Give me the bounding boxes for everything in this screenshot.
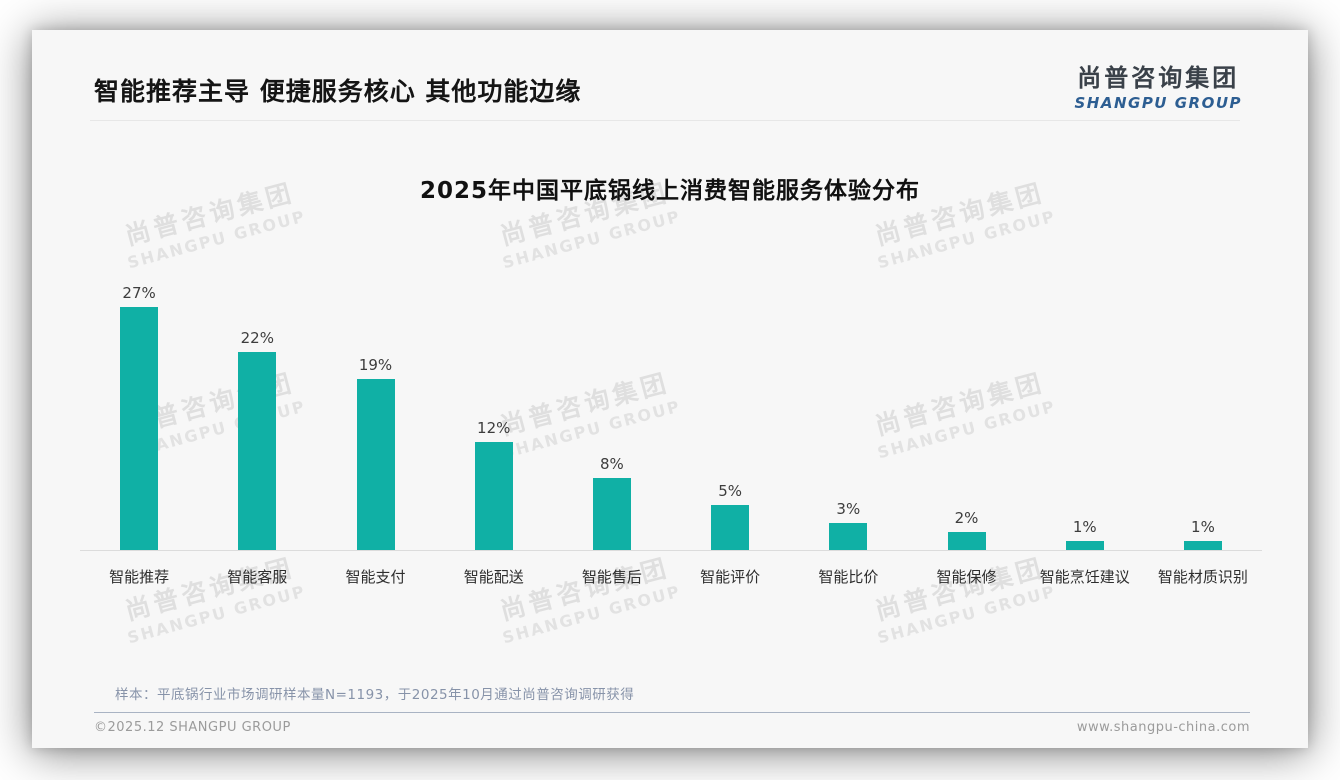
category-label: 智能比价 [818,568,879,586]
slide-card: 尚普咨询集团 SHANGPU GROUP 尚普咨询集团 SHANGPU GROUP 尚普… [32,30,1308,748]
logo-english-text: SHANGPU GROUP [1074,94,1242,112]
bar-column: 12% [435,30,553,550]
bars-row: 27% 22% 19% 12% 8% 5% 3% 2% 1% 1% [80,30,1262,550]
bar-column: 22% [198,30,316,550]
header-divider [90,120,1240,121]
bar [592,478,631,550]
company-logo: 尚普咨询集团 SHANGPU GROUP [1074,58,1242,112]
bar-value-label: 27% [122,284,156,302]
category-label: 智能客服 [227,568,288,586]
copyright-text: ©2025.12 SHANGPU GROUP [94,720,291,735]
bar-chart: 27% 22% 19% 12% 8% 5% 3% 2% 1% 1% 智能推荐 智能客服 智能支付 智能配… [80,30,1262,630]
category-label: 智能配送 [463,568,524,586]
bar-column: 27% [80,30,198,550]
bar [1183,541,1222,550]
bar-column: 3% [789,30,907,550]
bar [711,505,750,550]
bar-value-label: 19% [358,356,393,374]
bar [120,307,159,550]
x-axis-line [80,550,1262,551]
bar-column: 19% [316,30,434,550]
bar [474,442,513,550]
category-label: 智能烹饪建议 [1039,568,1130,586]
bar-value-label: 12% [477,419,511,437]
category-label: 智能支付 [345,568,406,586]
logo-chinese-text: 尚普咨询集团 [1077,64,1240,92]
chart-title: 2025年中国平底锅线上消费智能服务体验分布 [419,178,920,204]
bar [238,352,277,550]
bar-column: 5% [671,30,789,550]
bar-value-label: 22% [240,329,274,347]
category-label: 智能材质识别 [1157,568,1248,586]
category-label: 智能保修 [936,568,997,586]
bar-value-label: 8% [600,455,624,473]
bar [947,532,986,550]
bar-value-label: 5% [718,482,743,500]
bar-value-label: 2% [954,509,979,527]
footer-bar: ©2025.12 SHANGPU GROUP www.shangpu-china… [94,720,1250,735]
bar-value-label: 1% [1072,518,1097,536]
category-label: 智能推荐 [109,568,170,586]
category-label: 智能评价 [700,568,761,586]
bar-value-label: 3% [836,500,861,518]
bar-column: 1% [1026,30,1144,550]
bar-column: 8% [553,30,671,550]
bar-column: 2% [907,30,1025,550]
bar [1065,541,1104,550]
website-link[interactable]: www.shangpu-china.com [1076,720,1250,735]
page-title: 智能推荐主导 便捷服务核心 其他功能边缘 [94,77,582,106]
category-label: 智能售后 [581,568,642,586]
category-labels-row: 智能推荐 智能客服 智能支付 智能配送 智能售后 智能评价 智能比价 智能保修 智能烹饪建议 智能… [80,566,1262,587]
footer-divider [94,712,1250,713]
bar-value-label: 1% [1191,518,1215,536]
bar [356,379,395,550]
sample-note: 样本：平底锅行业市场调研样本量N=1193，于2025年10月通过尚普咨询调研获… [115,687,635,703]
bar [829,523,868,550]
bar-column: 1% [1144,30,1262,550]
